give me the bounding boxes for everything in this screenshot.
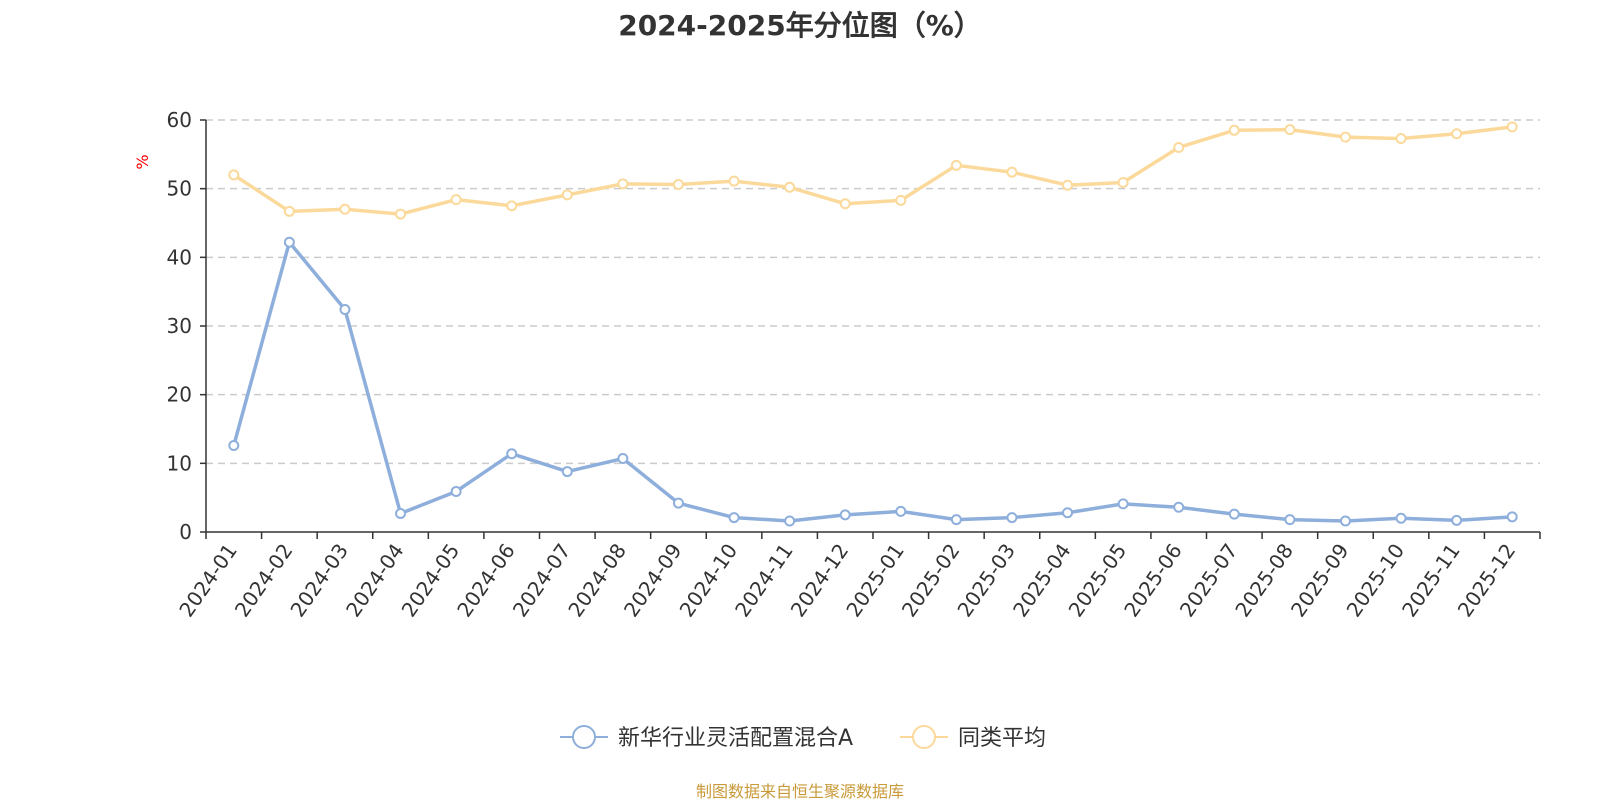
data-point [728, 175, 740, 187]
series-lines [228, 121, 1518, 527]
source-note: 制图数据来自恒生聚源数据库 [695, 782, 904, 801]
data-point [1117, 176, 1129, 188]
data-point [950, 159, 962, 171]
y-tick-label: 30 [167, 314, 192, 338]
legend-label: 同类平均 [958, 726, 1046, 751]
data-point [1173, 141, 1185, 153]
data-point [1006, 166, 1018, 178]
legend-circle-icon [912, 725, 936, 749]
y-tick-label: 10 [167, 451, 192, 475]
data-point [617, 453, 629, 465]
data-point [839, 198, 851, 210]
data-point [895, 505, 907, 517]
data-point [283, 236, 295, 248]
data-point [839, 509, 851, 521]
data-point [228, 169, 240, 181]
data-point [339, 304, 351, 316]
data-point [395, 208, 407, 220]
data-point [1006, 512, 1018, 524]
y-tick-label: 0 [179, 520, 192, 544]
data-point [1284, 514, 1296, 526]
series-line-1 [232, 125, 1513, 216]
legend-circle-icon [572, 725, 596, 749]
y-tick-label: 20 [167, 383, 192, 407]
axes: 0102030405060%2024-012024-022024-032024-… [133, 108, 1541, 621]
data-point [950, 514, 962, 526]
data-point [728, 512, 740, 524]
data-point [561, 466, 573, 478]
legend-item-0[interactable]: 新华行业灵活配置混合A [560, 725, 853, 751]
data-point [617, 178, 629, 190]
data-point [784, 181, 796, 193]
legend-item-1[interactable]: 同类平均 [900, 725, 1046, 751]
data-point [1062, 179, 1074, 191]
data-point [283, 205, 295, 217]
data-point [672, 179, 684, 191]
series-line-0 [232, 240, 1513, 523]
data-point [1506, 511, 1518, 523]
data-point [784, 515, 796, 527]
data-point [450, 485, 462, 497]
data-point [1451, 128, 1463, 140]
data-point [1506, 121, 1518, 133]
data-point [1284, 124, 1296, 136]
x-tick-label: 2025-12 [1453, 539, 1521, 621]
data-point [339, 203, 351, 215]
data-point [506, 200, 518, 212]
data-point [672, 497, 684, 509]
data-point [1339, 515, 1351, 527]
data-point [1228, 508, 1240, 520]
y-axis-unit-label: % [133, 154, 152, 169]
data-point [561, 189, 573, 201]
data-point [1339, 131, 1351, 143]
grid-lines [206, 119, 1540, 465]
data-point [395, 507, 407, 519]
data-point [1228, 124, 1240, 136]
legend-label: 新华行业灵活配置混合A [618, 726, 853, 751]
data-point [506, 448, 518, 460]
data-point [895, 194, 907, 206]
data-point [1117, 498, 1129, 510]
y-tick-label: 50 [167, 177, 192, 201]
y-tick-label: 60 [167, 108, 192, 132]
data-point [1451, 514, 1463, 526]
chart-title: 2024-2025年分位图（%） [618, 9, 982, 42]
y-tick-label: 40 [167, 245, 192, 269]
data-point [1395, 512, 1407, 524]
legend: 新华行业灵活配置混合A 同类平均 [560, 725, 1046, 751]
data-point [1395, 133, 1407, 145]
data-point [1062, 507, 1074, 519]
data-point [450, 194, 462, 206]
data-point [1173, 501, 1185, 513]
data-point [228, 439, 240, 451]
